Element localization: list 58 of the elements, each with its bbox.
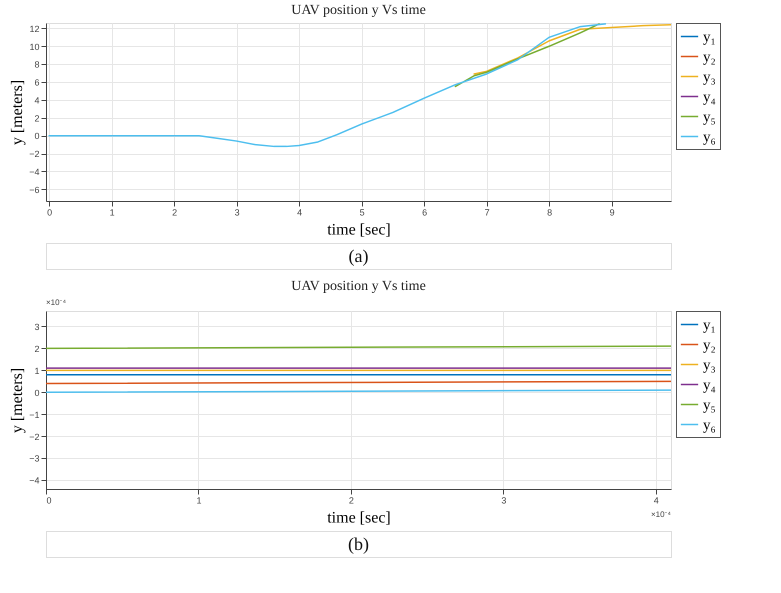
x-tick-label: 9 (610, 208, 615, 218)
text: ×10⁻⁴ (650, 510, 672, 519)
x-tick-label: 4 (297, 208, 302, 218)
line-series (48, 23, 606, 148)
y-tick-label: −6 (29, 184, 40, 195)
x-tick-label: 0 (46, 496, 52, 506)
chart-title: UAV position y Vs time (291, 279, 426, 294)
legend-label: y₅ (703, 398, 716, 414)
y-tick-label: 8 (34, 60, 40, 70)
y-tick-label: −4 (29, 476, 40, 486)
x-tick-label: 1 (110, 208, 115, 218)
y-axis-title: y [meters] (9, 80, 26, 146)
y-tick-label: 3 (34, 322, 40, 332)
x-tick-label: 8 (547, 208, 552, 218)
y-tick-label: 10 (29, 42, 40, 52)
legend-label: y₆ (703, 130, 716, 146)
x-tick-label: 4 (654, 496, 659, 506)
y-tick-label: 6 (34, 78, 40, 88)
y-tick-label: 2 (34, 113, 40, 124)
legend-label: y₆ (703, 418, 716, 434)
y-tick-label: −1 (29, 410, 40, 420)
chart-title: UAV position y Vs time (291, 3, 426, 18)
x-tick-label: 1 (196, 496, 202, 506)
legend-label: y₄ (703, 90, 716, 106)
x-tick-label: 3 (234, 208, 240, 218)
y-tick-label: 4 (34, 95, 40, 106)
text: (b) (348, 534, 369, 554)
legend-label: y₃ (703, 70, 716, 86)
y-tick-label: 0 (34, 388, 40, 398)
x-tick-label: 2 (348, 496, 354, 506)
x-tick-label: 6 (422, 208, 428, 218)
y-tick-label: −4 (29, 166, 40, 177)
y-tick-label: 12 (29, 24, 40, 34)
y-axis-title: y [meters] (9, 368, 26, 434)
legend-label: y₂ (703, 338, 716, 354)
x-axis-title: time [sec] (327, 222, 391, 238)
y-tick-label: 0 (34, 131, 40, 142)
y-tick-label: 1 (34, 366, 40, 376)
x-axis-title: time [sec] (327, 510, 391, 526)
x-tick-label: 7 (484, 208, 490, 218)
y-tick-label: −2 (29, 432, 40, 442)
legend-label: y₁ (703, 318, 716, 334)
text: (a) (348, 246, 368, 266)
line-series (454, 23, 600, 88)
legend-label: y₄ (703, 378, 716, 394)
legend-label: y₅ (703, 110, 716, 126)
legend-label: y₃ (703, 358, 716, 374)
y-tick-label: −2 (29, 149, 40, 160)
x-tick-label: 3 (501, 496, 506, 506)
y-tick-label: −3 (29, 454, 40, 464)
y-tick-label: 2 (34, 344, 40, 354)
legend-label: y₁ (703, 30, 716, 46)
x-tick-label: 5 (360, 208, 365, 218)
text: ×10⁻⁴ (46, 298, 67, 307)
x-tick-label: 0 (47, 208, 52, 218)
legend-label: y₂ (703, 50, 716, 66)
x-tick-label: 2 (172, 208, 178, 218)
line-series (473, 24, 671, 75)
